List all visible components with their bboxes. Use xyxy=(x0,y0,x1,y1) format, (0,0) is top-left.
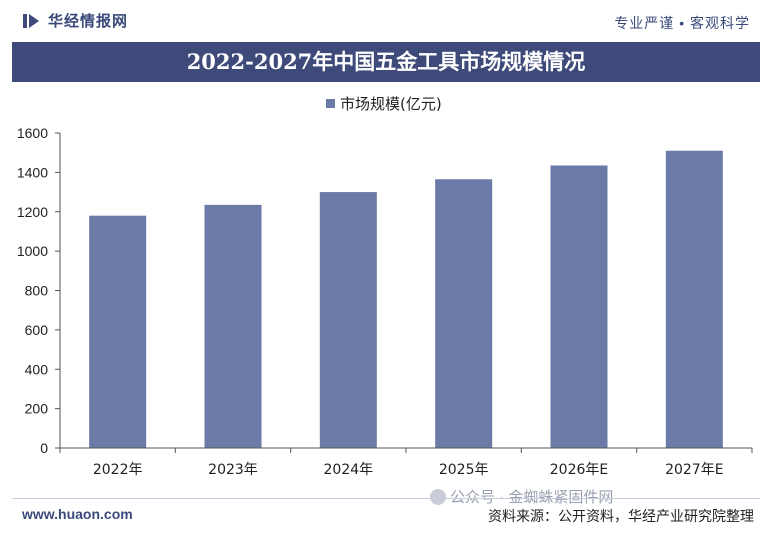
bar[interactable] xyxy=(319,192,377,448)
x-tick-label: 2026年E xyxy=(550,462,608,478)
y-tick-label: 1200 xyxy=(17,204,48,220)
bar-series xyxy=(89,150,723,448)
y-tick-label: 600 xyxy=(25,322,49,338)
top-bar: 华经情报网 专业严谨 • 客观科学 xyxy=(0,0,772,38)
huajing-logo-icon xyxy=(23,13,39,28)
bar[interactable] xyxy=(89,215,147,448)
y-tick-label: 1400 xyxy=(17,164,48,180)
bar[interactable] xyxy=(550,165,608,448)
footer-divider xyxy=(12,498,760,499)
x-tick-label: 2024年 xyxy=(324,462,374,478)
tagline: 专业严谨 • 客观科学 xyxy=(614,15,750,31)
x-tick-label: 2027年E xyxy=(665,462,723,478)
source-note: 资料来源：公开资料，华经产业研究院整理 xyxy=(488,508,754,524)
brand: 华经情报网 xyxy=(22,10,128,31)
x-axis: 2022年 2023年 2024年 2025年 2026年E 2027年E xyxy=(59,447,753,478)
x-tick-label: 2025年 xyxy=(439,462,489,478)
y-tick-label: 1600 xyxy=(17,125,48,141)
bar[interactable] xyxy=(665,150,723,448)
wechat-icon xyxy=(430,489,446,505)
watermark: 公众号 · 金蜘蛛紧固件网 xyxy=(430,486,613,507)
y-tick-label: 0 xyxy=(40,440,48,456)
bar[interactable] xyxy=(435,179,493,448)
brand-name: 华经情报网 xyxy=(48,13,129,30)
legend-swatch xyxy=(326,99,335,108)
bar-chart: 0 200 400 600 800 1000 1200 1400 1600 2022年 2023年… xyxy=(17,95,753,478)
y-axis: 0 200 400 600 800 1000 1200 1400 1600 xyxy=(17,125,61,456)
legend-label: 市场规模(亿元) xyxy=(340,95,442,113)
legend: 市场规模(亿元) xyxy=(326,95,442,113)
y-tick-label: 200 xyxy=(25,401,49,417)
y-tick-label: 1000 xyxy=(17,243,48,259)
x-tick-label: 2023年 xyxy=(208,462,258,478)
watermark-text: 公众号 · 金蜘蛛紧固件网 xyxy=(450,489,614,506)
chart-title: 2022-2027年中国五金工具市场规模情况 xyxy=(12,42,760,82)
x-tick-label: 2022年 xyxy=(93,462,143,478)
y-tick-label: 800 xyxy=(25,283,49,299)
bar[interactable] xyxy=(204,204,262,448)
y-tick-label: 400 xyxy=(25,361,49,377)
website-link[interactable]: www.huaon.com xyxy=(22,506,133,522)
